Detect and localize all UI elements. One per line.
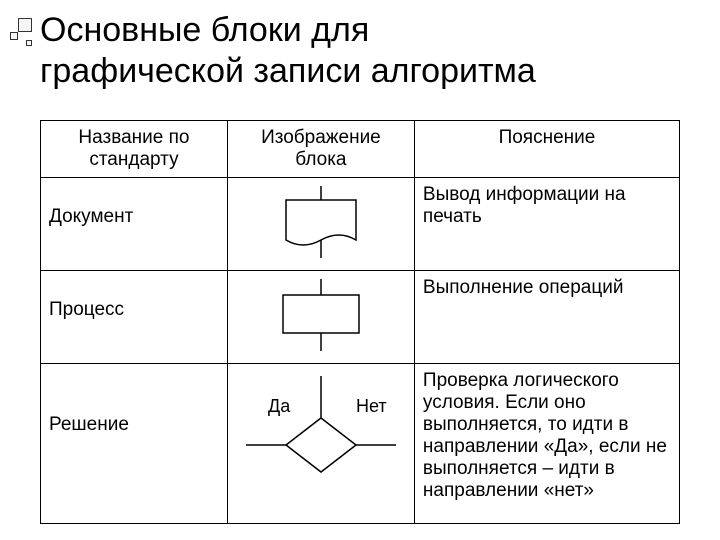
cell-shape-document [227,178,414,271]
cell-shape-decision: Да Нет [227,364,414,524]
no-label: Нет [356,396,387,416]
cell-desc: Выполнение операций [414,271,679,364]
cell-desc: Вывод информации на печать [414,178,679,271]
process-shape-icon [261,277,381,357]
document-shape-icon [261,184,381,264]
title-line2: графической записи алгоритма [40,52,536,90]
th-image: Изображение блока [227,121,414,178]
slide-title: Основные блоки для графической записи ал… [40,10,536,92]
yes-label: Да [268,396,291,416]
decision-shape-icon: Да Нет [236,370,406,500]
cell-name: Документ [41,178,228,271]
cell-name: Решение [41,364,228,524]
table-row: Решение Да Нет Проверка логического усло… [41,364,680,524]
th-name: Название по стандарту [41,121,228,178]
table-row: Документ Вывод информации на печать [41,178,680,271]
blocks-table: Название по стандарту Изображение блока … [40,120,680,524]
cell-name: Процесс [41,271,228,364]
title-line1: Основные блоки для [40,11,369,49]
th-desc: Пояснение [414,121,679,178]
table-header-row: Название по стандарту Изображение блока … [41,121,680,178]
cell-desc: Проверка логического условия. Если оно в… [414,364,679,524]
cell-shape-process [227,271,414,364]
table-row: Процесс Выполнение операций [41,271,680,364]
